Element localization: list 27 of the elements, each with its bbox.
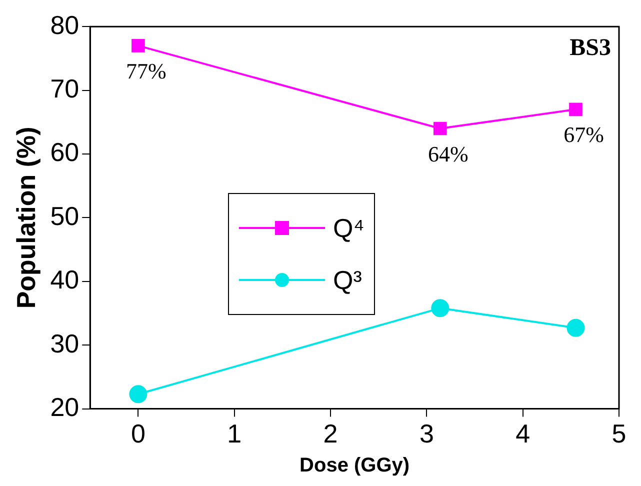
legend-label: Q³ bbox=[333, 264, 362, 296]
point bbox=[129, 385, 148, 404]
point bbox=[433, 122, 447, 136]
data-label: 64% bbox=[428, 141, 468, 166]
x-tick-label: 2 bbox=[323, 418, 338, 449]
data-label: 67% bbox=[564, 122, 604, 148]
point bbox=[566, 318, 585, 337]
y-tick-label: 20 bbox=[50, 392, 80, 422]
annotation: BS3 bbox=[570, 34, 611, 61]
x-tick-label: 0 bbox=[130, 418, 146, 449]
point bbox=[431, 299, 450, 318]
y-tick-label: 50 bbox=[50, 200, 80, 231]
x-tick-label: 4 bbox=[516, 418, 530, 449]
legend-label: Q⁴ bbox=[333, 212, 364, 244]
y-tick-label: 30 bbox=[50, 328, 80, 358]
x-tick-label: 1 bbox=[227, 418, 242, 449]
point bbox=[569, 102, 582, 116]
data-label: 77% bbox=[126, 58, 166, 84]
x-tick-label: 3 bbox=[419, 418, 434, 449]
x-axis-title: Dose (GGy) bbox=[300, 454, 410, 477]
point bbox=[132, 39, 145, 52]
y-tick-label: 60 bbox=[50, 137, 80, 168]
y-tick-label: 80 bbox=[50, 10, 80, 40]
x-tick-label: 5 bbox=[612, 418, 626, 449]
y-tick-label: 40 bbox=[50, 264, 80, 295]
y-tick-label: 70 bbox=[50, 73, 80, 104]
y-axis-title: Population (%) bbox=[10, 126, 41, 309]
